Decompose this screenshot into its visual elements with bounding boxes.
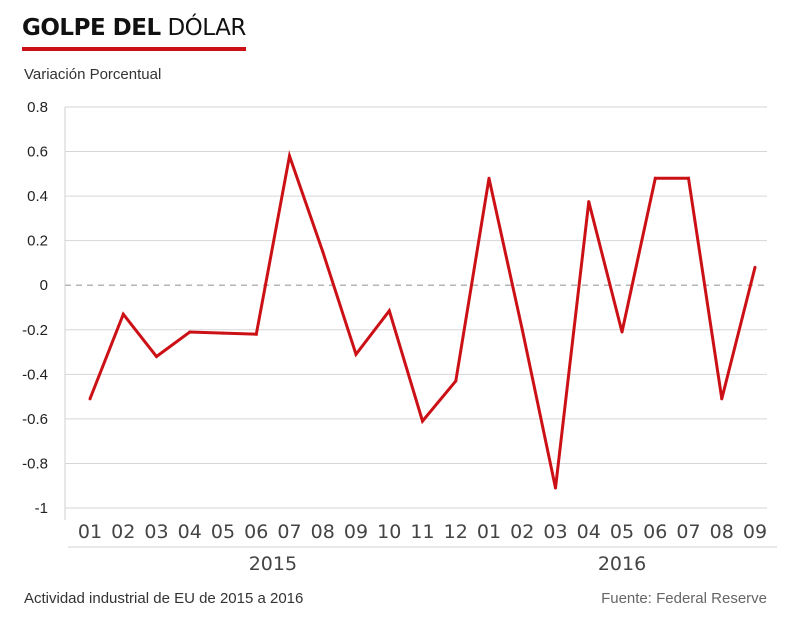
y-tick-label: 0.8	[27, 99, 48, 116]
data-point	[454, 379, 458, 383]
year-groups: 2015 2016	[68, 546, 777, 575]
y-tick-label: -0.8	[22, 455, 48, 472]
data-point	[653, 176, 657, 180]
data-point	[554, 486, 557, 490]
data-point	[421, 419, 424, 423]
x-tick-label: 12	[444, 521, 468, 543]
x-tick-label: 07	[277, 521, 301, 543]
data-point	[487, 176, 491, 180]
x-tick-label: 10	[377, 521, 401, 543]
title-underline	[22, 47, 246, 51]
y-tick-label: -1	[35, 500, 48, 517]
data-point	[387, 309, 391, 313]
x-tick-label: 01	[477, 521, 501, 543]
x-tick-label: 07	[676, 521, 700, 543]
data-point	[254, 332, 258, 336]
title-light-part: DÓLAR	[167, 15, 246, 41]
data-point	[188, 330, 192, 334]
x-tick-label: 01	[78, 521, 102, 543]
x-tick-label: 05	[610, 521, 634, 543]
y-axis-title: Variación Porcentual	[24, 66, 161, 83]
data-point	[753, 265, 757, 269]
data-point	[88, 397, 92, 401]
y-tick-label: 0	[40, 277, 48, 294]
x-tick-label: 08	[311, 521, 335, 543]
x-tick-label: 11	[410, 521, 434, 543]
y-tick-label: 0.2	[27, 233, 48, 250]
x-tick-label: 02	[111, 521, 135, 543]
x-tick-label: 03	[144, 521, 168, 543]
x-tick-label: 04	[577, 521, 601, 543]
x-tick-label: 09	[743, 521, 767, 543]
x-tick-label: 06	[244, 521, 268, 543]
y-tick-label: 0.4	[27, 188, 48, 205]
x-tick-label: 04	[178, 521, 202, 543]
data-point	[620, 330, 624, 334]
year-label: 2015	[249, 553, 297, 575]
x-tick-label: 05	[211, 521, 235, 543]
data-point	[155, 355, 158, 359]
data-points	[88, 154, 757, 490]
title-bold-part: GOLPE DEL	[22, 15, 161, 41]
x-tick-label: 06	[643, 521, 667, 543]
x-tick-label: 02	[510, 521, 534, 543]
data-point	[121, 312, 125, 316]
y-tick-label: 0.6	[27, 144, 48, 161]
year-label: 2016	[598, 553, 646, 575]
y-tick-label: -0.6	[22, 411, 48, 428]
data-point	[587, 200, 591, 204]
data-point	[720, 397, 724, 401]
y-axis-ticks: 0.8 0.6 0.4 0.2 0 -0.2 -0.4 -0.6 -0.8 -1	[22, 99, 48, 517]
grid-lines	[64, 106, 767, 520]
data-point	[354, 352, 358, 356]
data-point	[520, 328, 524, 332]
chart-title: GOLPE DEL DÓLAR	[22, 12, 246, 51]
x-tick-label: 08	[710, 521, 734, 543]
source-note: Fuente: Federal Reserve	[601, 590, 767, 607]
data-point	[288, 154, 291, 158]
data-point	[221, 331, 225, 335]
chart-caption: Actividad industrial de EU de 2015 a 201…	[24, 590, 303, 607]
y-tick-label: -0.4	[22, 366, 48, 383]
x-axis-ticks: 01 02 03 04 05 06 07 08 09 10 11 12 01 02 03 04 05 06 07 08…	[78, 521, 767, 543]
x-tick-label: 09	[344, 521, 368, 543]
data-point	[321, 250, 325, 254]
y-tick-label: -0.2	[22, 322, 48, 339]
data-point	[687, 176, 690, 180]
x-tick-label: 03	[543, 521, 567, 543]
series-line	[88, 150, 757, 489]
